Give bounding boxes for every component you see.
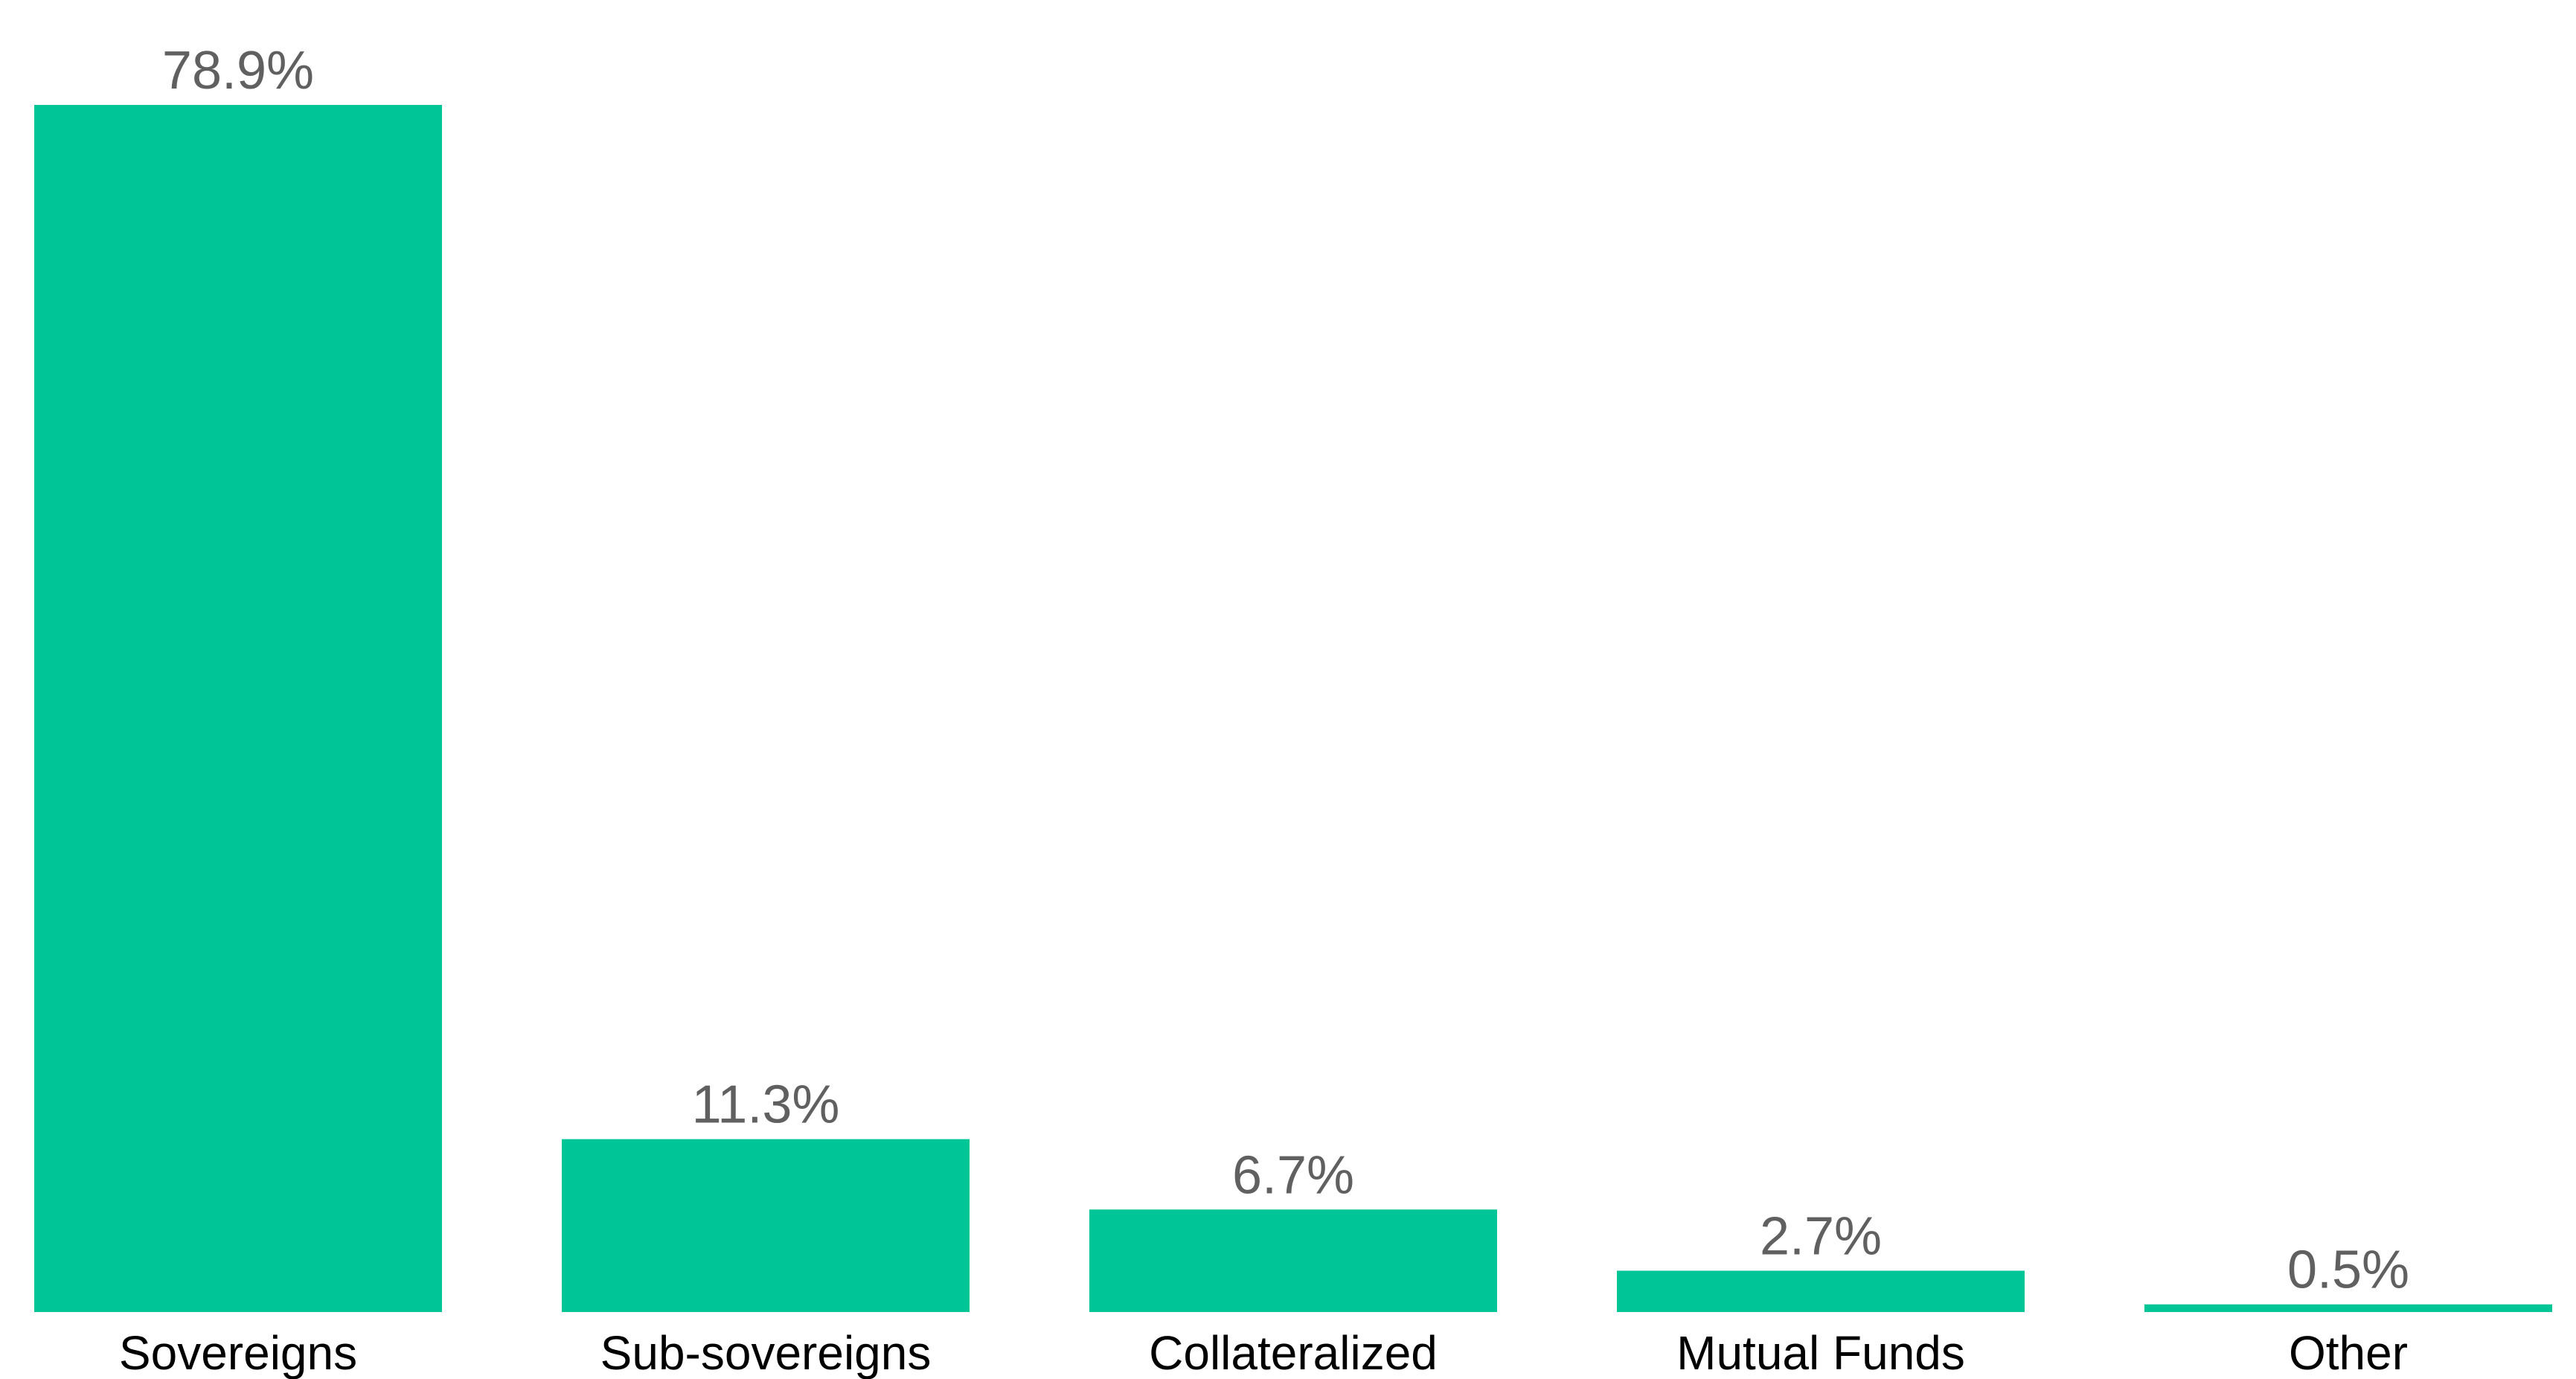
bar-mutual-funds xyxy=(1617,1270,2025,1312)
bar-other xyxy=(2144,1304,2552,1312)
bar-sub-sovereigns xyxy=(562,1139,970,1312)
data-label: 6.7% xyxy=(1232,1145,1354,1205)
data-label: 11.3% xyxy=(692,1075,840,1135)
data-label: 2.7% xyxy=(1760,1206,1882,1266)
category-label: Mutual Funds xyxy=(1676,1326,1965,1379)
category-label: Other xyxy=(2289,1326,2408,1379)
category-label: Collateralized xyxy=(1149,1326,1438,1379)
category-label: Sovereigns xyxy=(119,1326,357,1379)
category-label: Sub-sovereigns xyxy=(600,1326,932,1379)
bar-collateralized xyxy=(1089,1209,1497,1312)
data-label: 78.9% xyxy=(162,41,314,100)
data-label: 0.5% xyxy=(2287,1241,2409,1300)
bar-sovereigns xyxy=(34,105,442,1312)
